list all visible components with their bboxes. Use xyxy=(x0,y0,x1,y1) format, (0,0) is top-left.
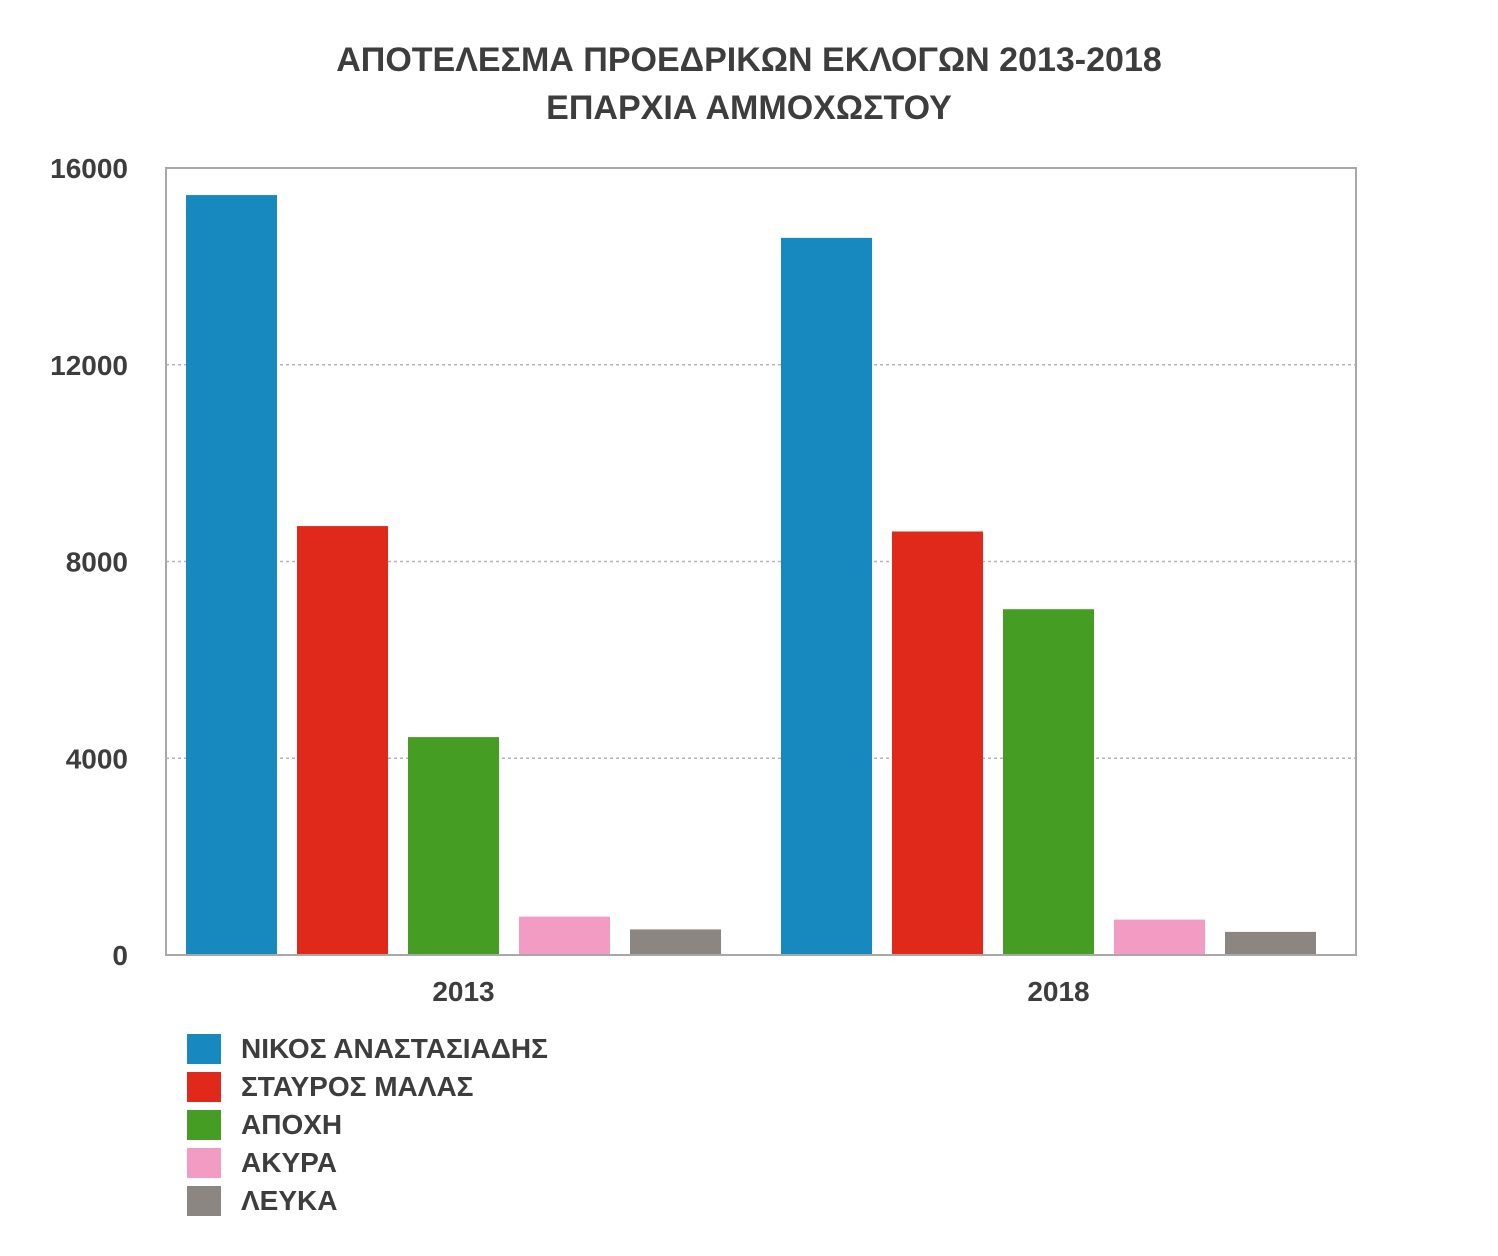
chart-title-block: ΑΠΟΤΕΛΕΣΜΑ ΠΡΟΕΔΡΙΚΩΝ ΕΚΛΟΓΩΝ 2013-2018 … xyxy=(0,36,1498,132)
y-tick-label: 12000 xyxy=(50,350,128,381)
y-tick-label: 8000 xyxy=(66,547,128,578)
bar-2018-2 xyxy=(892,531,984,955)
plot-frame xyxy=(165,167,1357,956)
legend-label: ΑΠΟΧΗ xyxy=(241,1109,343,1140)
bar-2018-4 xyxy=(1114,919,1206,955)
legend-label: ΣΤΑΥΡΟΣ ΜΑΛΑΣ xyxy=(241,1071,474,1102)
x-tick-label: 2018 xyxy=(1027,976,1089,1007)
legend-item: ΑΚΥΡΑ xyxy=(187,1144,548,1182)
legend-swatch xyxy=(187,1186,221,1216)
bar-2018-1 xyxy=(781,237,873,955)
legend-item: ΣΤΑΥΡΟΣ ΜΑΛΑΣ xyxy=(187,1068,548,1106)
legend-label: ΛΕΥΚΑ xyxy=(241,1185,338,1216)
bar-2013-2 xyxy=(297,526,389,955)
legend-item: ΛΕΥΚΑ xyxy=(187,1182,548,1220)
bar-2018-3 xyxy=(1003,609,1095,955)
bars xyxy=(186,195,1317,956)
x-tick-labels: 2013 2018 xyxy=(432,976,1089,1007)
legend-swatch xyxy=(187,1034,221,1064)
chart-subtitle: ΕΠΑΡΧΙΑ ΑΜΜΟΧΩΣΤΟΥ xyxy=(546,89,952,127)
y-tick-label: 4000 xyxy=(66,743,128,774)
bar-2013-1 xyxy=(186,195,278,956)
bar-chart: 0 4000 8000 12000 16000 2013 2018 xyxy=(50,153,1357,1007)
legend-item: ΑΠΟΧΗ xyxy=(187,1106,548,1144)
bar-2013-3 xyxy=(408,737,500,955)
bar-2013-5 xyxy=(630,929,722,955)
y-tick-label: 16000 xyxy=(50,153,128,184)
y-tick-label: 0 xyxy=(112,940,128,971)
x-tick-label: 2013 xyxy=(432,976,494,1007)
legend-item: ΝΙΚΟΣ ΑΝΑΣΤΑΣΙΑΔΗΣ xyxy=(187,1030,548,1068)
y-tick-labels: 0 4000 8000 12000 16000 xyxy=(50,153,128,971)
legend-swatch xyxy=(187,1110,221,1140)
legend-label: ΑΚΥΡΑ xyxy=(241,1147,337,1178)
bar-2013-4 xyxy=(519,916,611,955)
legend: ΝΙΚΟΣ ΑΝΑΣΤΑΣΙΑΔΗΣ ΣΤΑΥΡΟΣ ΜΑΛΑΣ ΑΠΟΧΗ ΑΚΥΡ… xyxy=(187,1030,548,1220)
bar-2018-5 xyxy=(1225,931,1317,955)
legend-label: ΝΙΚΟΣ ΑΝΑΣΤΑΣΙΑΔΗΣ xyxy=(241,1033,548,1064)
chart-title: ΑΠΟΤΕΛΕΣΜΑ ΠΡΟΕΔΡΙΚΩΝ ΕΚΛΟΓΩΝ 2013-2018 xyxy=(336,41,1162,79)
legend-swatch xyxy=(187,1072,221,1102)
legend-swatch xyxy=(187,1148,221,1178)
